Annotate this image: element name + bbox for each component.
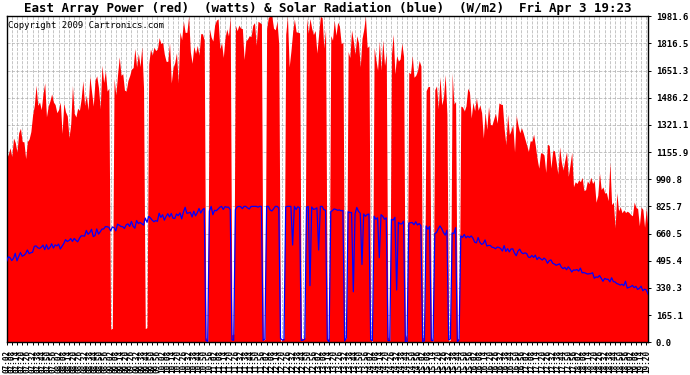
Text: Copyright 2009 Cartronics.com: Copyright 2009 Cartronics.com [8,21,164,30]
Title: East Array Power (red)  (watts) & Solar Radiation (blue)  (W/m2)  Fri Apr 3 19:2: East Array Power (red) (watts) & Solar R… [23,2,631,15]
